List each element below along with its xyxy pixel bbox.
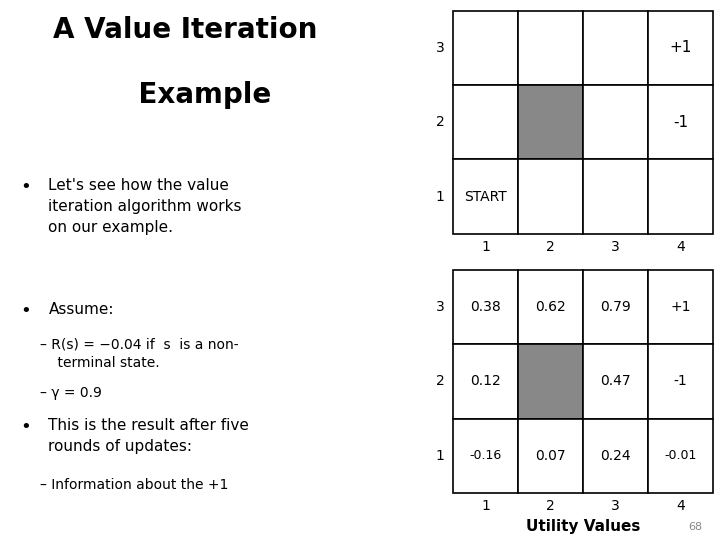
Bar: [453, 11, 518, 85]
Text: 4: 4: [676, 240, 685, 254]
Text: 0.47: 0.47: [600, 374, 631, 388]
Text: 0.07: 0.07: [535, 449, 566, 463]
Text: 0.12: 0.12: [470, 374, 501, 388]
Bar: [453, 85, 518, 159]
Text: 3: 3: [611, 499, 620, 513]
Text: 2: 2: [546, 499, 555, 513]
Bar: [583, 270, 648, 345]
Bar: [518, 11, 583, 85]
Text: – γ = 0.9: – γ = 0.9: [40, 386, 102, 400]
Text: +1: +1: [670, 300, 690, 314]
Text: •: •: [20, 178, 31, 196]
Text: Assume:: Assume:: [48, 302, 114, 318]
Text: 3: 3: [611, 240, 620, 254]
Text: •: •: [20, 302, 31, 320]
Bar: [648, 159, 713, 234]
Text: Let's see how the value
iteration algorithm works
on our example.: Let's see how the value iteration algori…: [48, 178, 242, 235]
Bar: [518, 159, 583, 234]
Text: 1: 1: [436, 449, 445, 463]
Bar: [583, 418, 648, 493]
Bar: [648, 11, 713, 85]
Bar: [453, 270, 518, 345]
Text: -1: -1: [672, 115, 688, 130]
Text: 0.79: 0.79: [600, 300, 631, 314]
Bar: [453, 418, 518, 493]
Bar: [648, 345, 713, 418]
Text: Utility Values: Utility Values: [526, 519, 640, 534]
Bar: [453, 159, 518, 234]
Text: 1: 1: [481, 499, 490, 513]
Text: 1: 1: [436, 190, 445, 204]
Bar: [518, 85, 583, 159]
Text: 3: 3: [436, 300, 445, 314]
Text: 68: 68: [688, 522, 702, 532]
Text: – R(s) = −0.04 if  s  is a non-
    terminal state.: – R(s) = −0.04 if s is a non- terminal s…: [40, 338, 239, 370]
Bar: [518, 270, 583, 345]
Bar: [583, 85, 648, 159]
Bar: [583, 11, 648, 85]
Text: – Information about the +1: – Information about the +1: [40, 478, 229, 492]
Bar: [518, 345, 583, 418]
Bar: [648, 418, 713, 493]
Bar: [583, 345, 648, 418]
Text: -0.16: -0.16: [469, 449, 502, 462]
Text: Example: Example: [100, 81, 271, 109]
Bar: [518, 418, 583, 493]
Text: 0.62: 0.62: [535, 300, 566, 314]
Text: 2: 2: [436, 115, 445, 129]
Text: 1: 1: [481, 240, 490, 254]
Text: 0.38: 0.38: [470, 300, 501, 314]
Text: A Value Iteration: A Value Iteration: [53, 16, 318, 44]
Text: 2: 2: [436, 374, 445, 388]
Text: 2: 2: [546, 240, 555, 254]
Text: 4: 4: [676, 499, 685, 513]
Text: -0.01: -0.01: [664, 449, 696, 462]
Bar: [453, 345, 518, 418]
Text: START: START: [464, 190, 507, 204]
Text: 3: 3: [436, 41, 445, 55]
Bar: [648, 270, 713, 345]
Text: -1: -1: [673, 374, 687, 388]
Text: +1: +1: [669, 40, 691, 56]
Bar: [648, 85, 713, 159]
Bar: [583, 159, 648, 234]
Text: 0.24: 0.24: [600, 449, 631, 463]
Text: This is the result after five
rounds of updates:: This is the result after five rounds of …: [48, 418, 249, 455]
Text: •: •: [20, 418, 31, 436]
